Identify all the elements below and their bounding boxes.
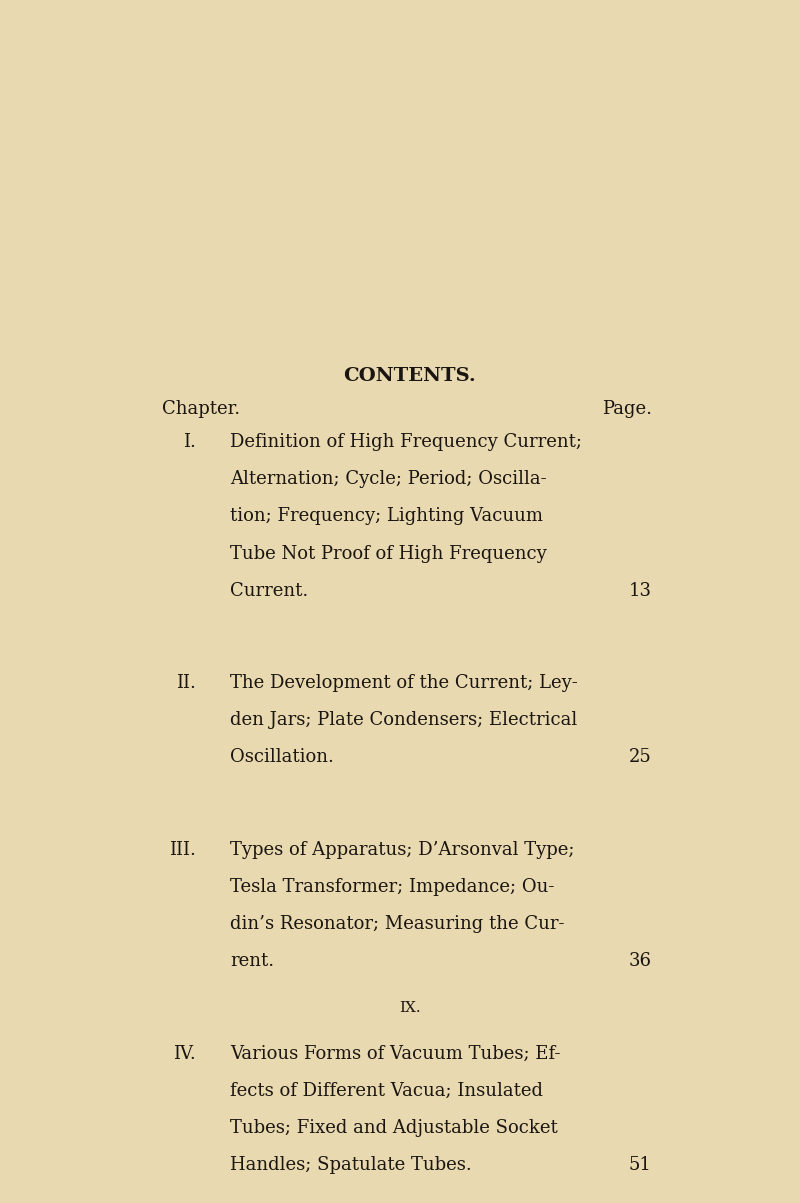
Text: IV.: IV. bbox=[174, 1044, 196, 1062]
Text: Current.: Current. bbox=[230, 581, 309, 599]
Text: Tubes; Fixed and Adjustable Socket: Tubes; Fixed and Adjustable Socket bbox=[230, 1119, 558, 1137]
Text: din’s Resonator; Measuring the Cur-: din’s Resonator; Measuring the Cur- bbox=[230, 915, 565, 934]
Text: fects of Different Vacua; Insulated: fects of Different Vacua; Insulated bbox=[230, 1081, 543, 1100]
Text: 13: 13 bbox=[629, 581, 652, 599]
Text: Chapter.: Chapter. bbox=[162, 401, 240, 417]
Text: I.: I. bbox=[183, 433, 196, 451]
Text: Handles; Spatulate Tubes.: Handles; Spatulate Tubes. bbox=[230, 1156, 472, 1174]
Text: The Development of the Current; Ley-: The Development of the Current; Ley- bbox=[230, 674, 578, 692]
Text: 51: 51 bbox=[629, 1156, 652, 1174]
Text: tion; Frequency; Lighting Vacuum: tion; Frequency; Lighting Vacuum bbox=[230, 508, 543, 526]
Text: CONTENTS.: CONTENTS. bbox=[344, 367, 476, 385]
Text: Alternation; Cycle; Period; Oscilla-: Alternation; Cycle; Period; Oscilla- bbox=[230, 470, 547, 488]
Text: den Jars; Plate Condensers; Electrical: den Jars; Plate Condensers; Electrical bbox=[230, 711, 578, 729]
Text: rent.: rent. bbox=[230, 952, 274, 970]
Text: Types of Apparatus; D’Arsonval Type;: Types of Apparatus; D’Arsonval Type; bbox=[230, 841, 574, 859]
Text: Definition of High Frequency Current;: Definition of High Frequency Current; bbox=[230, 433, 582, 451]
Text: 36: 36 bbox=[629, 952, 652, 970]
Text: 25: 25 bbox=[629, 748, 652, 766]
Text: Tube Not Proof of High Frequency: Tube Not Proof of High Frequency bbox=[230, 545, 547, 563]
Text: III.: III. bbox=[170, 841, 196, 859]
Text: Oscillation.: Oscillation. bbox=[230, 748, 334, 766]
Text: II.: II. bbox=[176, 674, 196, 692]
Text: Page.: Page. bbox=[602, 401, 652, 417]
Text: Various Forms of Vacuum Tubes; Ef-: Various Forms of Vacuum Tubes; Ef- bbox=[230, 1044, 561, 1062]
Text: Tesla Transformer; Impedance; Ou-: Tesla Transformer; Impedance; Ou- bbox=[230, 878, 554, 896]
Text: IX.: IX. bbox=[399, 1001, 421, 1015]
